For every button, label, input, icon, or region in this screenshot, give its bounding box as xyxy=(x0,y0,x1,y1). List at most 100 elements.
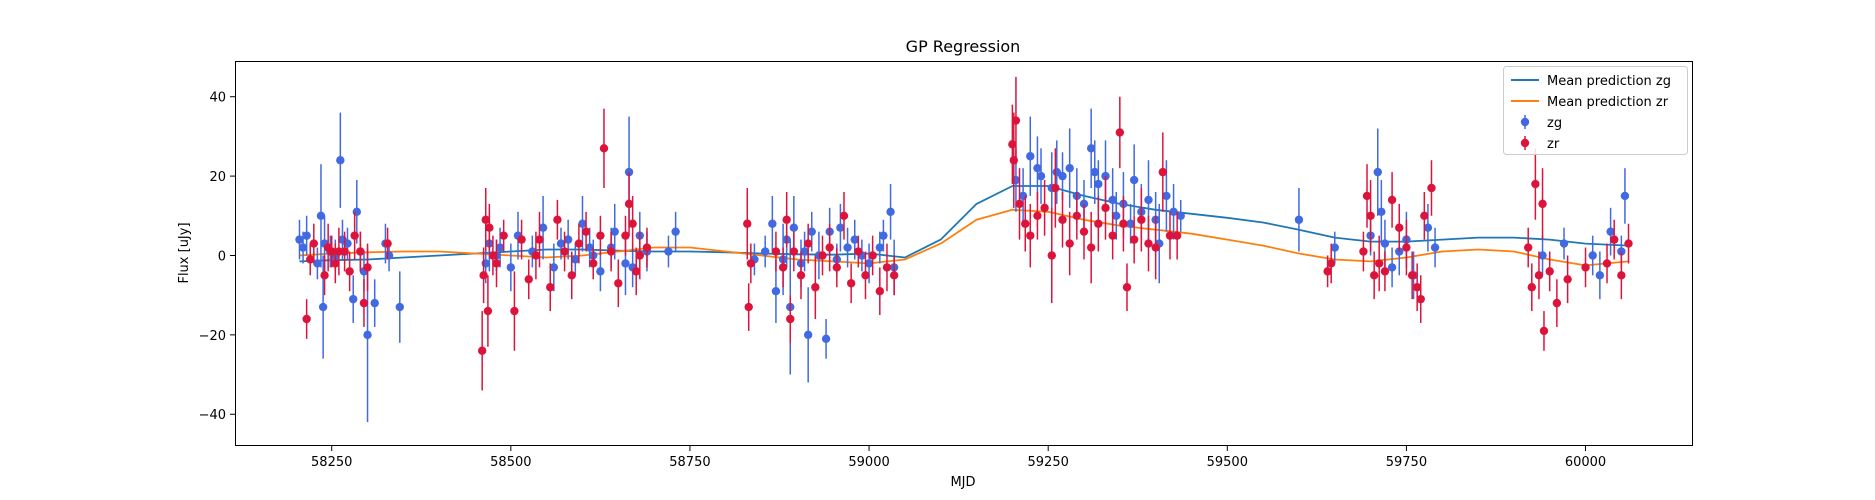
data-point xyxy=(1151,243,1160,252)
data-point xyxy=(395,302,404,312)
data-point xyxy=(1531,179,1540,189)
data-point xyxy=(1624,239,1633,248)
data-point xyxy=(320,271,329,280)
data-point xyxy=(1051,183,1060,193)
data-point xyxy=(1534,271,1544,280)
data-point xyxy=(1108,231,1117,240)
data-point xyxy=(1065,239,1074,248)
data-point xyxy=(624,199,634,209)
data-point xyxy=(743,219,752,228)
data-point xyxy=(318,302,328,312)
legend-box xyxy=(1503,66,1688,155)
data-point xyxy=(1026,152,1035,161)
data-point xyxy=(295,235,304,244)
data-point xyxy=(1122,283,1132,292)
data-point xyxy=(1407,271,1417,280)
data-point xyxy=(854,247,863,256)
x-tick-label: 59750 xyxy=(1386,455,1427,470)
data-point xyxy=(1079,227,1089,236)
data-point xyxy=(1112,211,1121,220)
data-point xyxy=(370,298,379,308)
legend-point-marker xyxy=(1520,117,1530,127)
data-point xyxy=(796,271,806,280)
data-point xyxy=(1374,259,1384,268)
data-point xyxy=(560,247,569,256)
data-point xyxy=(868,251,877,260)
data-point xyxy=(786,314,795,324)
data-point xyxy=(492,259,501,268)
data-point xyxy=(1359,247,1368,256)
data-point xyxy=(506,263,516,272)
data-point xyxy=(343,239,352,248)
data-point xyxy=(553,215,562,224)
data-point xyxy=(1416,294,1425,304)
data-point xyxy=(1090,167,1099,177)
data-point xyxy=(628,219,637,228)
series-line-0 xyxy=(299,185,1629,263)
data-point xyxy=(614,279,623,288)
data-point xyxy=(1427,183,1436,193)
data-point xyxy=(1172,231,1182,240)
data-point xyxy=(1036,171,1046,181)
data-point xyxy=(1108,195,1117,205)
data-point xyxy=(363,330,372,340)
x-tick-label: 58250 xyxy=(311,455,352,470)
data-point xyxy=(610,227,619,236)
data-point xyxy=(1366,211,1375,220)
data-point xyxy=(875,243,885,252)
data-point xyxy=(1162,191,1171,201)
data-point xyxy=(1326,259,1336,268)
data-point xyxy=(1144,195,1153,205)
data-point xyxy=(531,251,541,260)
data-point xyxy=(1009,156,1018,165)
data-point xyxy=(298,243,308,252)
data-point xyxy=(1387,195,1397,205)
y-axis-ticks: −40 −20 0 20 40 xyxy=(199,91,235,423)
data-point xyxy=(621,259,630,268)
data-point xyxy=(1387,263,1397,272)
data-point xyxy=(1527,283,1536,292)
data-point xyxy=(546,283,555,292)
data-point xyxy=(864,259,874,268)
data-point xyxy=(1420,211,1429,220)
data-point xyxy=(1040,203,1049,213)
data-point xyxy=(1581,263,1590,272)
data-point xyxy=(1620,191,1630,201)
data-point xyxy=(821,334,831,344)
data-point xyxy=(356,247,365,256)
data-point xyxy=(1588,251,1597,260)
legend-label: Mean prediction zg xyxy=(1547,74,1671,89)
x-axis-label: MJD xyxy=(950,475,975,490)
data-point xyxy=(340,247,349,256)
data-point xyxy=(1086,144,1096,153)
errorbar-series-3 xyxy=(302,76,1633,391)
legend-label: zr xyxy=(1547,137,1560,152)
data-point xyxy=(807,227,816,236)
legend-label: Mean prediction zr xyxy=(1547,95,1669,110)
data-point xyxy=(1395,223,1404,232)
data-point xyxy=(1058,171,1067,181)
data-point xyxy=(746,259,756,268)
data-point xyxy=(671,227,680,236)
data-point xyxy=(549,263,559,272)
data-point xyxy=(771,247,781,256)
data-point xyxy=(567,271,576,280)
data-point xyxy=(535,235,544,244)
data-point xyxy=(331,259,340,268)
data-point xyxy=(1617,271,1626,280)
y-tick-label: −40 xyxy=(199,408,226,423)
data-point xyxy=(760,247,770,256)
data-point xyxy=(846,279,856,288)
data-point xyxy=(1115,128,1125,137)
data-point xyxy=(563,235,573,244)
data-point xyxy=(556,239,566,248)
data-point xyxy=(744,302,753,312)
data-point xyxy=(1169,207,1178,217)
data-point xyxy=(886,207,895,217)
data-point xyxy=(327,247,336,256)
data-point xyxy=(581,227,591,236)
data-point xyxy=(635,251,645,260)
data-point xyxy=(800,247,809,256)
data-point xyxy=(1176,211,1185,220)
